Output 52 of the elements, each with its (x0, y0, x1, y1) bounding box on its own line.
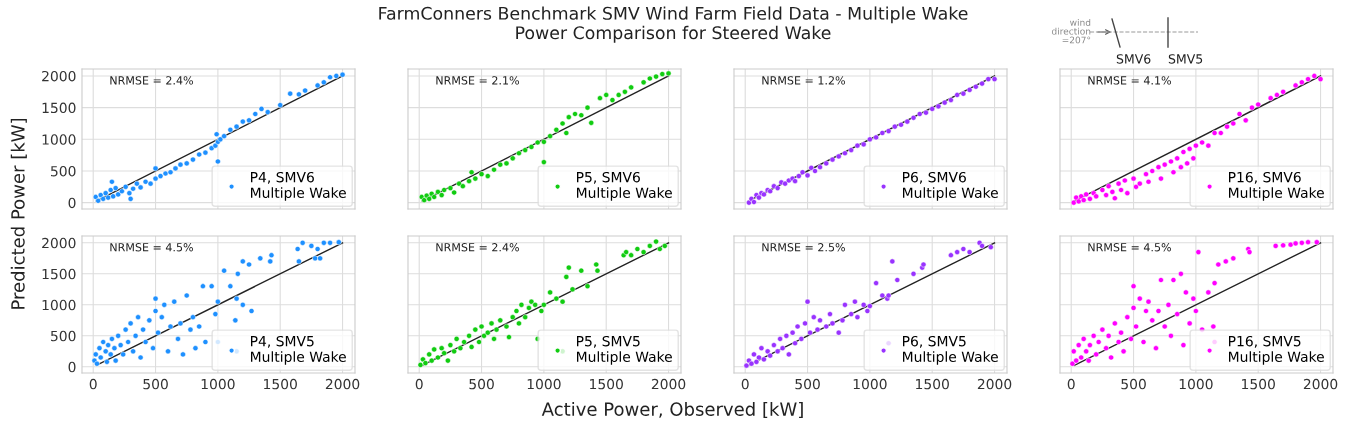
annotation: NRMSE = 2.4% (110, 76, 193, 85)
annotation: NRMSE = 2.1% (436, 76, 519, 85)
y-tick-label: 1000 (42, 299, 76, 311)
x-tick-label: 1000 (1179, 378, 1213, 390)
x-tick-label: 2000 (1303, 378, 1338, 390)
y-tick-label: 0 (68, 197, 76, 209)
annotation: NRMSE = 4.1% (1088, 76, 1171, 85)
x-tick-label: 0 (89, 378, 97, 390)
legend-label: P5, SMV6 Multiple Wake (577, 171, 672, 201)
x-tick-label: 1000 (201, 378, 235, 390)
y-tick-label: 0 (68, 361, 76, 373)
y-tick-label: 500 (51, 330, 76, 342)
text: Predicted Power [kW] (10, 118, 27, 309)
annotation: NRMSE = 4.5% (1088, 243, 1171, 252)
text: SMV6 (1116, 54, 1151, 64)
y-tick-label: 2000 (42, 237, 76, 249)
x-tick-label: 1500 (916, 378, 949, 390)
annotation: NRMSE = 1.2% (762, 76, 845, 85)
y-tick-label: 500 (51, 165, 76, 177)
text: FarmConners Benchmark SMV Wind Farm Field Data - Multiple Wake Power Comparison for Steered Wake (379, 6, 968, 43)
x-tick-label: 0 (1067, 378, 1075, 390)
legend-label: P4, SMV6 Multiple Wake (251, 171, 346, 201)
legend-label: P4, SMV5 Multiple Wake (251, 335, 346, 365)
text: wind direction =207° (1051, 18, 1091, 44)
annotation: NRMSE = 4.5% (110, 243, 193, 252)
y-tick-label: 1000 (42, 134, 76, 145)
x-tick-label: 1500 (590, 378, 623, 390)
x-tick-label: 1500 (1242, 378, 1275, 390)
text: SMV5 (1168, 54, 1203, 64)
x-tick-label: 2000 (977, 378, 1012, 390)
legend-label: P16, SMV6 Multiple Wake (1229, 171, 1324, 201)
x-tick-label: 500 (469, 378, 494, 390)
x-tick-label: 1500 (264, 378, 297, 390)
y-tick-label: 1500 (42, 102, 76, 114)
y-tick-label: 1500 (42, 268, 76, 280)
y-tick-label: 2000 (42, 70, 76, 82)
x-tick-label: 0 (415, 378, 423, 390)
legend-label: P5, SMV5 Multiple Wake (577, 335, 672, 365)
x-tick-label: 1000 (853, 378, 887, 390)
x-tick-label: 500 (143, 378, 168, 390)
x-tick-label: 1000 (527, 378, 561, 390)
legend-label: P6, SMV6 Multiple Wake (903, 171, 998, 201)
x-tick-label: 2000 (651, 378, 686, 390)
x-tick-label: 0 (741, 378, 749, 390)
x-tick-label: 500 (795, 378, 820, 390)
annotation: NRMSE = 2.5% (762, 243, 845, 252)
annotation: NRMSE = 2.4% (436, 243, 519, 252)
x-tick-label: 500 (1121, 378, 1146, 390)
text: Active Power, Observed [kW] (541, 401, 803, 419)
legend-label: P16, SMV5 Multiple Wake (1229, 335, 1324, 365)
x-tick-label: 2000 (325, 378, 360, 390)
legend-label: P6, SMV5 Multiple Wake (903, 335, 998, 365)
